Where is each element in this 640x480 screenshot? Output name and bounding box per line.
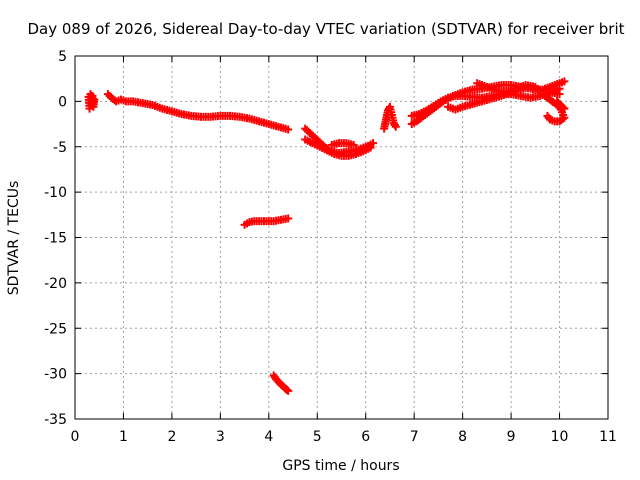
data-point <box>560 104 569 113</box>
x-tick-label: 8 <box>458 429 467 445</box>
data-point <box>284 125 293 134</box>
y-axis-label: SDTVAR / TECUs <box>6 181 22 296</box>
data-point <box>531 82 540 91</box>
x-tick-label: 7 <box>410 429 419 445</box>
x-tick-label: 2 <box>167 429 176 445</box>
data-point <box>284 386 293 395</box>
data-point <box>560 77 569 86</box>
x-tick-label: 9 <box>507 429 516 445</box>
axis-ticks: 0 1 2 3 4 5 6 7 8 9 10 11 5 0 -5 -10 -15 -20 -25 -30 -35 <box>44 49 617 445</box>
x-tick-label: 0 <box>71 429 80 445</box>
y-tick-label: -35 <box>44 412 67 428</box>
x-tick-label: 10 <box>551 429 569 445</box>
y-tick-label: -10 <box>44 185 67 201</box>
y-tick-label: -25 <box>44 321 67 337</box>
x-tick-label: 1 <box>119 429 128 445</box>
y-tick-label: -20 <box>44 276 67 292</box>
x-tick-label: 4 <box>264 429 273 445</box>
y-tick-label: -15 <box>44 231 67 247</box>
y-tick-label: 5 <box>58 49 67 65</box>
data-point <box>555 90 564 99</box>
x-tick-label: 3 <box>216 429 225 445</box>
data-point <box>368 139 377 148</box>
data-point <box>284 214 293 223</box>
y-tick-label: -30 <box>44 367 67 383</box>
data-point <box>90 95 99 104</box>
data-point <box>557 116 566 125</box>
data-point <box>391 122 400 131</box>
data-points <box>84 77 569 395</box>
data-point <box>543 111 552 120</box>
y-tick-label: 0 <box>58 94 67 110</box>
x-tick-label: 6 <box>361 429 370 445</box>
data-point <box>366 143 375 152</box>
chart-title: Day 089 of 2026, Sidereal Day-to-day VTE… <box>27 20 624 38</box>
x-tick-label: 11 <box>599 429 617 445</box>
grid <box>75 56 608 419</box>
data-point <box>349 140 358 149</box>
x-tick-label: 5 <box>313 429 322 445</box>
x-axis-label: GPS time / hours <box>282 458 399 474</box>
y-tick-label: -5 <box>53 140 67 156</box>
